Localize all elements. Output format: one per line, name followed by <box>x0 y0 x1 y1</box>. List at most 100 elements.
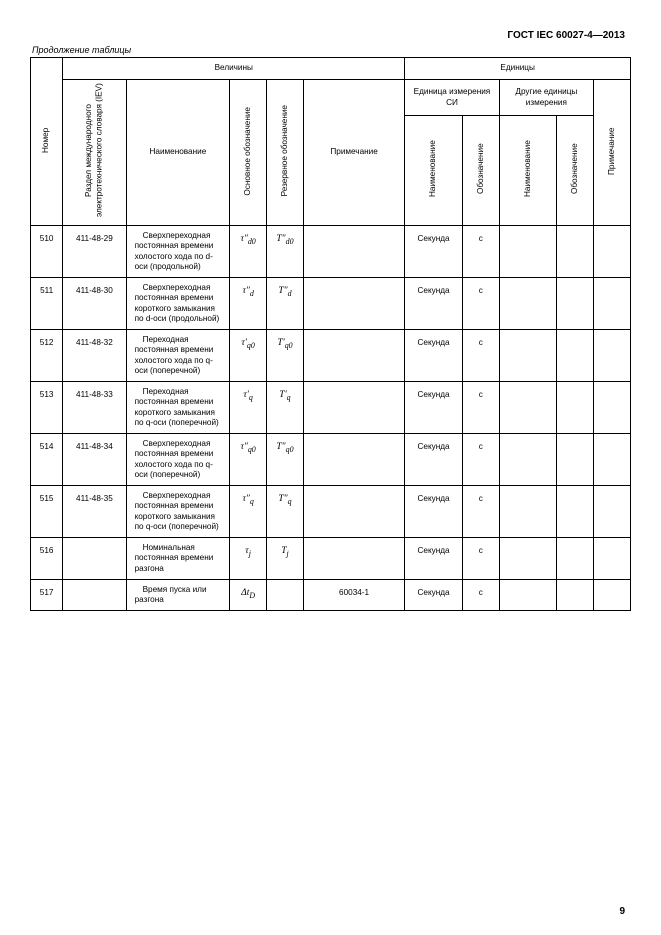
cell-note <box>303 278 404 330</box>
cell-name: Сверхпере­ходная постоян­ная времени кор… <box>126 278 230 330</box>
col-reserve-sym: Резервное обозначение <box>267 80 304 226</box>
cell-unit-note <box>594 382 631 434</box>
table-row: 515411-48-35Сверхпере­ходная постоян­ная… <box>31 486 631 538</box>
cell-name: Переходная постоянная вре­мени короткого… <box>126 382 230 434</box>
cell-num: 512 <box>31 330 63 382</box>
cell-si-name: Секунда <box>405 382 463 434</box>
table-body: 510411-48-29Сверхпере­ходная постоян­ная… <box>31 226 631 611</box>
col-number: Номер <box>31 58 63 226</box>
cell-unit-note <box>594 330 631 382</box>
document-code: ГОСТ IEC 60027-4—2013 <box>30 30 631 41</box>
cell-sym1: τ″q <box>230 486 267 538</box>
cell-other-name <box>499 382 557 434</box>
cell-note <box>303 226 404 278</box>
col-name: Наименование <box>126 80 230 226</box>
cell-si-name: Секунда <box>405 226 463 278</box>
cell-name: Номинальная постоянная вре­мени разгона <box>126 538 230 580</box>
cell-num: 510 <box>31 226 63 278</box>
cell-other-name <box>499 538 557 580</box>
cell-other-sym <box>557 330 594 382</box>
cell-name: Сверхпере­ходная постоян­ная времени хол… <box>126 226 230 278</box>
col-note: Примечание <box>303 80 404 226</box>
cell-other-sym <box>557 486 594 538</box>
page: ГОСТ IEC 60027-4—2013 Продолжение таблиц… <box>0 0 661 935</box>
cell-other-sym <box>557 579 594 611</box>
table-row: 513411-48-33Переходная постоянная вре­ме… <box>31 382 631 434</box>
col-iev: Раздел международного электротехническог… <box>63 80 126 226</box>
group-units: Единицы <box>405 58 631 80</box>
cell-sym1: τ″d <box>230 278 267 330</box>
cell-sym1: τ′q <box>230 382 267 434</box>
cell-unit-note <box>594 486 631 538</box>
cell-sym2: T″q0 <box>267 434 304 486</box>
cell-note <box>303 434 404 486</box>
cell-si-name: Секунда <box>405 278 463 330</box>
table-row: 514411-48-34Сверхпере­ходная постоян­ная… <box>31 434 631 486</box>
cell-sym1: τ″q0 <box>230 434 267 486</box>
cell-name: Переходная постоянная вре­мени холостого… <box>126 330 230 382</box>
cell-iev: 411-48-35 <box>63 486 126 538</box>
cell-other-name <box>499 278 557 330</box>
cell-iev <box>63 579 126 611</box>
cell-iev: 411-48-33 <box>63 382 126 434</box>
cell-sym2: T″d0 <box>267 226 304 278</box>
cell-si-sym: с <box>462 382 499 434</box>
table-row: 516 Номинальная постоянная вре­мени разго… <box>31 538 631 580</box>
cell-num: 516 <box>31 538 63 580</box>
table-continuation: Продолжение таблицы <box>30 45 631 55</box>
cell-num: 515 <box>31 486 63 538</box>
cell-sym1: τj <box>230 538 267 580</box>
group-si: Единица измерения СИ <box>405 80 499 116</box>
table-row: 510411-48-29Сверхпере­ходная постоян­ная… <box>31 226 631 278</box>
cell-si-sym: с <box>462 278 499 330</box>
cell-other-sym <box>557 278 594 330</box>
cell-unit-note <box>594 434 631 486</box>
cell-other-sym <box>557 434 594 486</box>
cell-unit-note <box>594 278 631 330</box>
cell-unit-note <box>594 579 631 611</box>
cell-sym2: T″d <box>267 278 304 330</box>
cell-si-name: Секунда <box>405 486 463 538</box>
cell-sym2: T″q <box>267 486 304 538</box>
table-row: 511411-48-30Сверхпере­ходная постоян­ная… <box>31 278 631 330</box>
group-quantities: Величины <box>63 58 405 80</box>
col-si-name: Наименование <box>405 116 463 226</box>
cell-note <box>303 382 404 434</box>
cell-note: 60034-1 <box>303 579 404 611</box>
cell-num: 517 <box>31 579 63 611</box>
cell-sym2: T′q <box>267 382 304 434</box>
cell-si-sym: с <box>462 579 499 611</box>
cell-si-sym: с <box>462 538 499 580</box>
cell-iev <box>63 538 126 580</box>
cell-other-name <box>499 486 557 538</box>
cell-sym2: T′q0 <box>267 330 304 382</box>
table-row: 512411-48-32Переходная постоянная вре­ме… <box>31 330 631 382</box>
cell-si-sym: с <box>462 434 499 486</box>
cell-other-sym <box>557 538 594 580</box>
cell-sym1: ΔtD <box>230 579 267 611</box>
cell-sym1: τ′q0 <box>230 330 267 382</box>
cell-si-sym: с <box>462 486 499 538</box>
cell-num: 514 <box>31 434 63 486</box>
cell-num: 513 <box>31 382 63 434</box>
cell-name: Сверхпере­ходная постоян­ная времени хол… <box>126 434 230 486</box>
cell-other-name <box>499 434 557 486</box>
table-row: 517Время пуска или разгонаΔtD60034-1Секу… <box>31 579 631 611</box>
cell-si-sym: с <box>462 330 499 382</box>
cell-iev: 411-48-29 <box>63 226 126 278</box>
cell-note <box>303 538 404 580</box>
cell-other-sym <box>557 226 594 278</box>
col-main-sym: Основное обозначение <box>230 80 267 226</box>
cell-num: 511 <box>31 278 63 330</box>
group-other: Другие единицы измерения <box>499 80 593 116</box>
cell-other-name <box>499 579 557 611</box>
page-number: 9 <box>619 906 625 917</box>
cell-name: Сверхпере­ходная постоян­ная времени кор… <box>126 486 230 538</box>
cell-sym2 <box>267 579 304 611</box>
cell-iev: 411-48-32 <box>63 330 126 382</box>
cell-name: Время пуска или разгона <box>126 579 230 611</box>
col-si-sym: Обозначение <box>462 116 499 226</box>
col-other-sym: Обозначение <box>557 116 594 226</box>
quantities-units-table: Номер Величины Единицы Раздел международ… <box>30 57 631 611</box>
cell-other-name <box>499 226 557 278</box>
